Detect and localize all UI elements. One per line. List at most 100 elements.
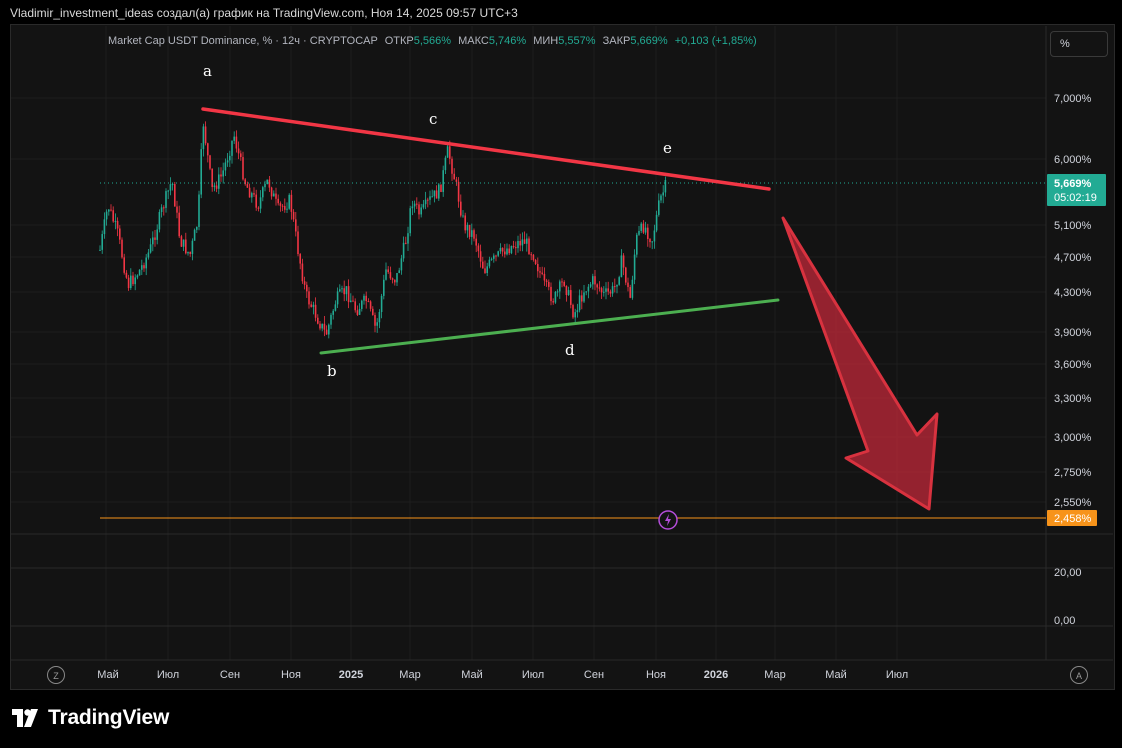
candle-body <box>171 184 174 186</box>
tradingview-logo[interactable]: TradingView <box>12 706 169 730</box>
candle-body <box>510 246 513 254</box>
candle-body <box>387 269 389 273</box>
candle-body <box>539 271 541 273</box>
candle-body <box>121 239 123 258</box>
wave-label-c: c <box>429 110 437 128</box>
brand-name: TradingView <box>48 706 170 729</box>
candle-body <box>464 215 466 231</box>
candle-body <box>319 323 321 329</box>
candle-body <box>468 224 471 237</box>
candle-body <box>108 209 110 212</box>
candle-body <box>264 184 266 188</box>
candle-body <box>486 266 488 274</box>
candle-body <box>519 240 521 246</box>
price-tick: 4,300% <box>1054 287 1092 299</box>
candle-body <box>165 191 167 208</box>
time-tick: 2025 <box>339 669 363 681</box>
candle-body <box>325 329 328 335</box>
candle-body <box>174 184 176 207</box>
candle-body <box>235 136 238 149</box>
candle-body <box>578 295 581 311</box>
candle-body <box>143 265 145 269</box>
candle-body <box>651 241 653 243</box>
auto-scale-button[interactable]: A <box>1070 666 1088 684</box>
candle-body <box>231 140 233 156</box>
legend-high-value: 5,746% <box>488 35 527 47</box>
percent-scale-button[interactable]: % <box>1050 31 1108 57</box>
candle-body <box>394 279 396 283</box>
price-tick: 3,900% <box>1054 327 1092 339</box>
forecast-down-arrow <box>781 216 939 511</box>
candle-body <box>198 194 200 227</box>
candle-body <box>345 286 348 295</box>
legend-close-label: ЗАКР <box>602 35 631 47</box>
candle-body <box>176 206 178 213</box>
candle-body <box>398 270 400 273</box>
candle-body <box>418 204 420 215</box>
candle-body <box>237 148 240 154</box>
candle-body <box>279 203 282 206</box>
candle-body <box>402 242 405 259</box>
candle-body <box>453 173 455 180</box>
candle-body <box>119 228 121 240</box>
candle-body <box>330 314 332 325</box>
candle-body <box>490 258 493 260</box>
candle-body <box>105 211 108 220</box>
candle-body <box>396 272 398 283</box>
candle-body <box>405 242 407 244</box>
candle-body <box>257 207 260 209</box>
candle-body <box>504 251 506 255</box>
candle-body <box>147 252 150 258</box>
candle-body <box>521 239 524 246</box>
candle-body <box>310 304 312 307</box>
candle-body <box>523 239 526 244</box>
candle-body <box>446 146 449 158</box>
candle-body <box>515 247 517 249</box>
candle-body <box>460 201 462 216</box>
symbol-legend[interactable]: Market Cap USDT Dominance, % · 12ч · CRY… <box>108 35 757 47</box>
candle-body <box>356 310 359 315</box>
legend-change: +0,103 (+1,85%) <box>674 35 757 47</box>
candle-body <box>594 276 596 285</box>
candle-body <box>512 246 515 248</box>
candle-body <box>301 263 304 282</box>
candle-body <box>389 272 392 279</box>
candle-body <box>561 281 563 283</box>
candle-body <box>607 288 609 292</box>
candle-body <box>537 263 539 272</box>
legend-high-label: МАКС <box>458 35 489 47</box>
time-tick: Май <box>97 669 119 681</box>
candle-body <box>620 255 623 278</box>
candle-body <box>479 251 482 262</box>
wave-label-a: a <box>203 62 212 80</box>
candle-body <box>367 301 370 303</box>
candle-body <box>292 211 295 220</box>
candle-body <box>400 258 403 271</box>
candle-body <box>495 255 497 257</box>
candle-body <box>189 251 191 254</box>
candle-body <box>605 288 607 292</box>
candle-body <box>433 190 436 197</box>
candle-body <box>550 286 552 302</box>
candle-body <box>251 193 253 198</box>
candle-body <box>501 247 504 252</box>
time-axis-zoom-button[interactable]: Z <box>47 666 65 684</box>
candle-body <box>369 301 372 309</box>
candle-body <box>576 310 579 313</box>
candle-body <box>336 291 339 305</box>
candle-body <box>182 239 185 247</box>
candle-body <box>132 275 134 285</box>
candle-body <box>499 247 502 252</box>
candle-body <box>196 226 198 230</box>
chart-panel[interactable] <box>10 24 1115 690</box>
candle-body <box>365 295 367 302</box>
candle-body <box>435 190 438 199</box>
candle-body <box>611 286 614 294</box>
candle-body <box>424 199 427 205</box>
candle-body <box>473 230 475 239</box>
candle-body <box>363 295 365 301</box>
candle-body <box>609 291 612 294</box>
candle-body <box>323 323 326 330</box>
candle-body <box>207 143 209 156</box>
